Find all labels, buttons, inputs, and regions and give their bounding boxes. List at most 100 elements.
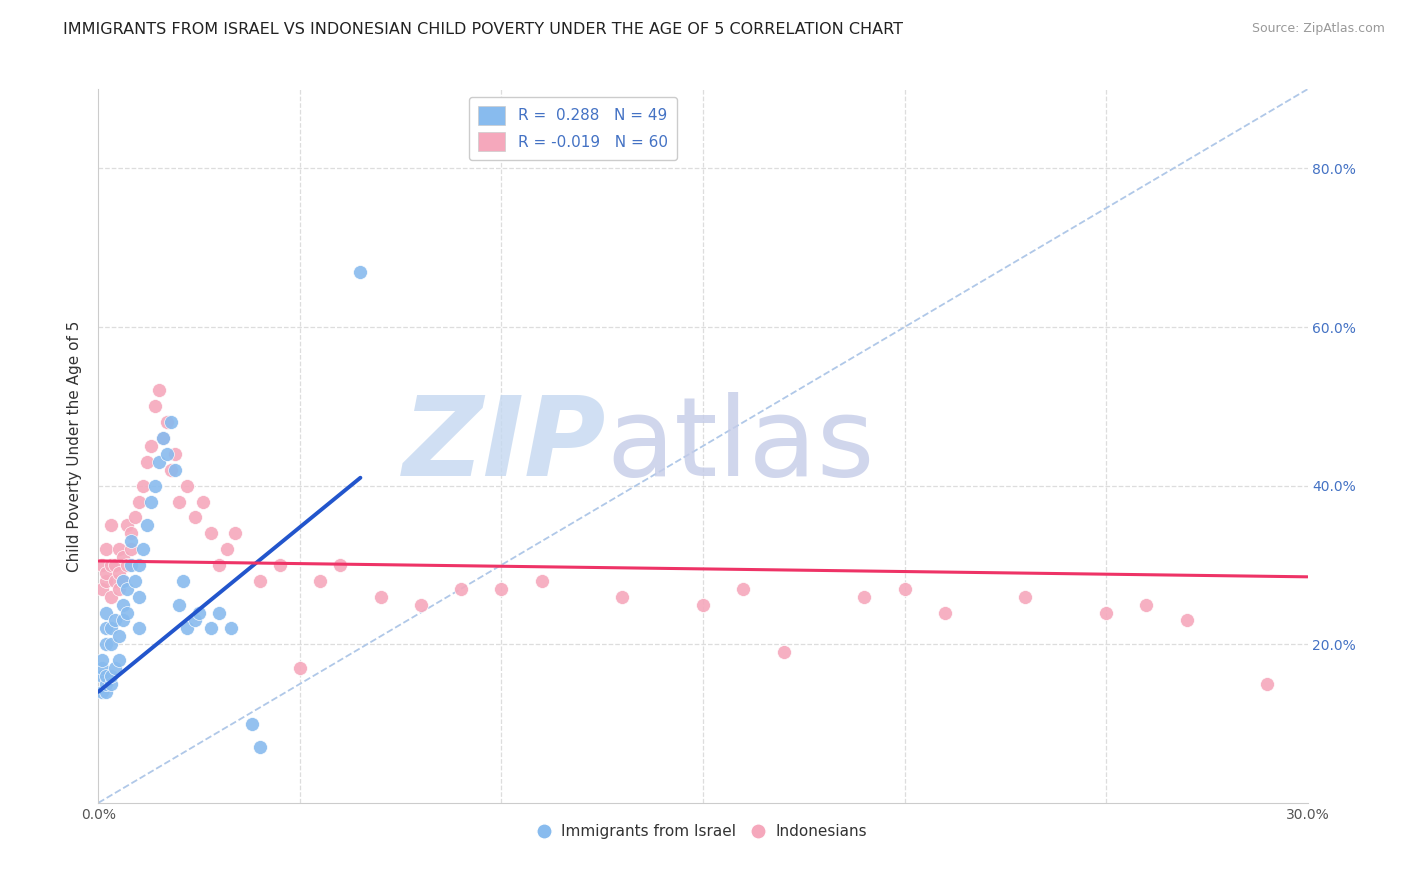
Point: [156, 447, 179, 461]
Point: [139, 439, 162, 453]
Point: [100, 518, 122, 533]
Point: [111, 549, 134, 564]
Point: [450, 582, 472, 596]
Point: [176, 478, 198, 492]
Point: [491, 582, 513, 596]
Point: [107, 653, 129, 667]
Point: [1135, 598, 1157, 612]
Text: ZIP: ZIP: [402, 392, 606, 500]
Point: [148, 455, 170, 469]
Point: [167, 494, 190, 508]
Point: [184, 510, 207, 524]
Point: [115, 558, 138, 572]
Point: [152, 431, 174, 445]
Point: [103, 614, 125, 628]
Y-axis label: Child Poverty Under the Age of 5: Child Poverty Under the Age of 5: [67, 320, 83, 572]
Point: [309, 574, 332, 588]
Point: [100, 669, 122, 683]
Point: [100, 677, 122, 691]
Point: [249, 740, 271, 755]
Point: [103, 574, 125, 588]
Point: [160, 415, 183, 429]
Point: [132, 542, 155, 557]
Point: [111, 574, 134, 588]
Text: atlas: atlas: [606, 392, 875, 500]
Point: [96, 542, 118, 557]
Point: [124, 510, 146, 524]
Point: [217, 542, 239, 557]
Point: [200, 621, 222, 635]
Point: [103, 661, 125, 675]
Point: [111, 598, 134, 612]
Point: [115, 582, 138, 596]
Point: [96, 637, 118, 651]
Point: [128, 558, 150, 572]
Point: [91, 685, 114, 699]
Point: [208, 558, 231, 572]
Point: [221, 621, 243, 635]
Point: [329, 558, 352, 572]
Point: [1175, 614, 1198, 628]
Point: [100, 558, 122, 572]
Point: [370, 590, 392, 604]
Text: Source: ZipAtlas.com: Source: ZipAtlas.com: [1251, 22, 1385, 36]
Point: [91, 669, 114, 683]
Legend: Immigrants from Israel, Indonesians: Immigrants from Israel, Indonesians: [533, 818, 873, 845]
Point: [288, 661, 311, 675]
Point: [115, 606, 138, 620]
Point: [224, 526, 246, 541]
Point: [139, 494, 162, 508]
Point: [120, 526, 142, 541]
Point: [96, 574, 118, 588]
Point: [160, 463, 183, 477]
Point: [349, 264, 371, 278]
Point: [143, 478, 166, 492]
Point: [188, 606, 211, 620]
Point: [124, 574, 146, 588]
Point: [1014, 590, 1036, 604]
Point: [733, 582, 755, 596]
Point: [772, 645, 794, 659]
Point: [120, 534, 142, 549]
Point: [193, 494, 215, 508]
Point: [409, 598, 432, 612]
Point: [100, 637, 122, 651]
Point: [156, 415, 179, 429]
Point: [135, 455, 157, 469]
Point: [91, 653, 114, 667]
Point: [120, 542, 142, 557]
Point: [853, 590, 876, 604]
Point: [91, 661, 114, 675]
Point: [184, 614, 207, 628]
Point: [148, 384, 170, 398]
Point: [96, 621, 118, 635]
Point: [128, 621, 150, 635]
Point: [172, 574, 194, 588]
Point: [692, 598, 714, 612]
Point: [107, 566, 129, 580]
Point: [163, 447, 186, 461]
Point: [128, 494, 150, 508]
Point: [249, 574, 271, 588]
Point: [1095, 606, 1118, 620]
Point: [120, 558, 142, 572]
Point: [115, 518, 138, 533]
Point: [893, 582, 915, 596]
Point: [176, 621, 198, 635]
Point: [91, 558, 114, 572]
Point: [143, 400, 166, 414]
Point: [132, 478, 155, 492]
Point: [111, 614, 134, 628]
Point: [208, 606, 231, 620]
Point: [934, 606, 956, 620]
Text: IMMIGRANTS FROM ISRAEL VS INDONESIAN CHILD POVERTY UNDER THE AGE OF 5 CORRELATIO: IMMIGRANTS FROM ISRAEL VS INDONESIAN CHI…: [63, 22, 903, 37]
Point: [96, 685, 118, 699]
Point: [91, 582, 114, 596]
Point: [152, 431, 174, 445]
Point: [96, 669, 118, 683]
Point: [167, 598, 190, 612]
Point: [107, 542, 129, 557]
Point: [1256, 677, 1278, 691]
Point: [103, 558, 125, 572]
Point: [107, 582, 129, 596]
